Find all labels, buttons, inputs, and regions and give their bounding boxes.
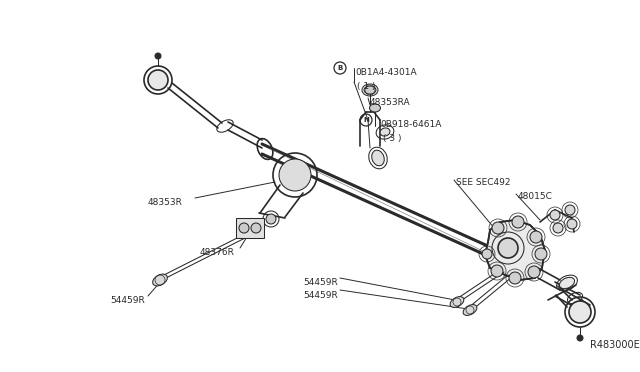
Circle shape bbox=[535, 248, 547, 260]
Text: 0B1A4-4301A: 0B1A4-4301A bbox=[355, 68, 417, 77]
Ellipse shape bbox=[559, 278, 575, 289]
Circle shape bbox=[482, 249, 492, 259]
Circle shape bbox=[148, 70, 168, 90]
Ellipse shape bbox=[152, 274, 168, 286]
Text: B: B bbox=[337, 65, 342, 71]
Circle shape bbox=[251, 223, 261, 233]
Text: 48015C: 48015C bbox=[518, 192, 553, 201]
Text: 48376R: 48376R bbox=[200, 248, 235, 257]
Ellipse shape bbox=[364, 86, 376, 94]
Ellipse shape bbox=[369, 104, 381, 112]
Circle shape bbox=[528, 266, 540, 278]
Circle shape bbox=[509, 272, 521, 284]
Text: 54459R: 54459R bbox=[303, 291, 338, 300]
Circle shape bbox=[553, 223, 563, 233]
Ellipse shape bbox=[372, 150, 384, 166]
Text: 0B918-6461A: 0B918-6461A bbox=[380, 120, 442, 129]
Ellipse shape bbox=[463, 305, 477, 315]
Ellipse shape bbox=[450, 296, 464, 307]
Text: N: N bbox=[363, 117, 369, 123]
Circle shape bbox=[569, 301, 591, 323]
Circle shape bbox=[530, 231, 542, 243]
Circle shape bbox=[279, 159, 311, 191]
Text: 54459R: 54459R bbox=[110, 296, 145, 305]
Circle shape bbox=[565, 205, 575, 215]
Circle shape bbox=[498, 238, 518, 258]
Circle shape bbox=[491, 265, 503, 277]
Text: 48353R: 48353R bbox=[148, 198, 183, 207]
Text: ( 1 ): ( 1 ) bbox=[357, 82, 376, 91]
Circle shape bbox=[577, 335, 583, 341]
Text: 54459R: 54459R bbox=[303, 278, 338, 287]
Text: 48353RA: 48353RA bbox=[370, 98, 411, 107]
Circle shape bbox=[550, 210, 560, 220]
Circle shape bbox=[155, 53, 161, 59]
Circle shape bbox=[567, 219, 577, 229]
Polygon shape bbox=[485, 220, 545, 280]
FancyBboxPatch shape bbox=[236, 218, 264, 238]
Circle shape bbox=[512, 216, 524, 228]
Circle shape bbox=[266, 214, 276, 224]
Text: ( 3 ): ( 3 ) bbox=[383, 134, 401, 143]
Circle shape bbox=[239, 223, 249, 233]
Ellipse shape bbox=[380, 128, 390, 136]
Circle shape bbox=[492, 222, 504, 234]
Text: R483000E: R483000E bbox=[590, 340, 640, 350]
Text: SEE SEC492: SEE SEC492 bbox=[456, 178, 511, 187]
